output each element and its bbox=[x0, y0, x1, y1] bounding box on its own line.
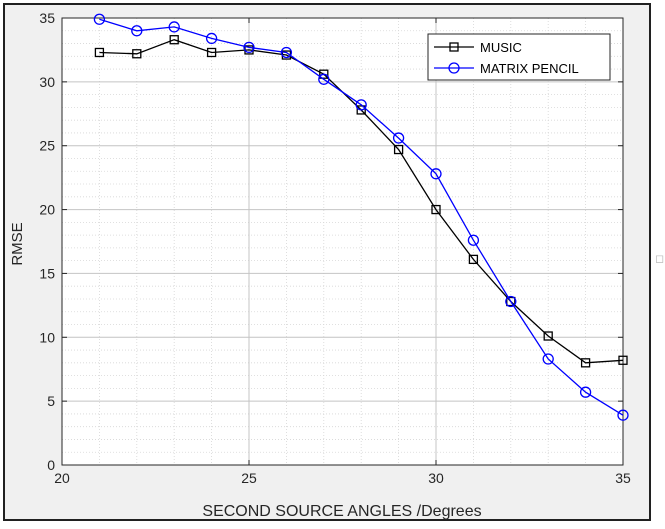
data-point bbox=[580, 358, 591, 368]
plot-border bbox=[61, 17, 624, 466]
data-point bbox=[355, 99, 367, 111]
series-matrix-pencil bbox=[93, 13, 629, 421]
data-point bbox=[169, 35, 179, 45]
data-point bbox=[392, 132, 405, 144]
y-tick-label: 15 bbox=[39, 265, 55, 281]
legend-marker bbox=[448, 62, 460, 74]
y-axis-label: RMSE bbox=[9, 222, 26, 265]
side-edge-glyph: ◻ bbox=[655, 253, 665, 265]
y-tick-label: 5 bbox=[47, 393, 55, 409]
legend-label: MATRIX PENCIL bbox=[480, 61, 579, 76]
data-point bbox=[206, 47, 217, 58]
legend: MUSIC MATRIX PENCIL bbox=[427, 33, 611, 81]
legend-label: MUSIC bbox=[480, 40, 522, 55]
data-point bbox=[393, 144, 404, 155]
data-point bbox=[506, 296, 516, 307]
y-tick-label: 20 bbox=[39, 202, 55, 218]
data-point bbox=[618, 355, 628, 365]
data-point bbox=[467, 234, 480, 246]
data-point bbox=[93, 13, 106, 25]
plot-area bbox=[62, 18, 623, 465]
legend-box bbox=[427, 33, 611, 81]
y-tick-label: 35 bbox=[39, 10, 55, 26]
minor-grid bbox=[62, 18, 623, 465]
data-point bbox=[431, 204, 441, 215]
x-axis-label: SECOND SOURCE ANGLES /Degrees bbox=[202, 503, 481, 520]
data-point bbox=[319, 69, 329, 79]
data-point bbox=[356, 105, 366, 115]
y-tick-label: 25 bbox=[39, 138, 55, 154]
data-point bbox=[430, 168, 442, 180]
data-point bbox=[94, 47, 105, 58]
axis-ticks: 20 25 30 35 0 5 10 15 20 25 30 35 bbox=[39, 10, 631, 486]
x-tick-label: 20 bbox=[54, 470, 70, 486]
data-point bbox=[617, 409, 629, 421]
y-tick-label: 30 bbox=[39, 74, 55, 90]
data-point bbox=[543, 331, 553, 341]
data-point bbox=[280, 46, 293, 59]
data-point bbox=[168, 21, 180, 33]
data-point bbox=[205, 32, 218, 45]
x-tick-label: 30 bbox=[428, 470, 444, 486]
data-point bbox=[505, 295, 517, 308]
data-point bbox=[468, 254, 479, 265]
y-tick-label: 0 bbox=[47, 457, 55, 473]
data-point bbox=[131, 25, 143, 37]
data-point bbox=[132, 49, 142, 59]
series-line bbox=[99, 18, 624, 416]
legend-marker bbox=[449, 42, 459, 52]
data-point bbox=[579, 386, 592, 398]
data-point bbox=[318, 73, 330, 85]
x-tick-label: 25 bbox=[241, 470, 257, 486]
y-tick-label: 10 bbox=[39, 329, 55, 345]
x-tick-label: 35 bbox=[615, 470, 631, 486]
data-point bbox=[243, 41, 255, 54]
series-layer bbox=[93, 13, 629, 421]
data-point bbox=[542, 353, 554, 365]
